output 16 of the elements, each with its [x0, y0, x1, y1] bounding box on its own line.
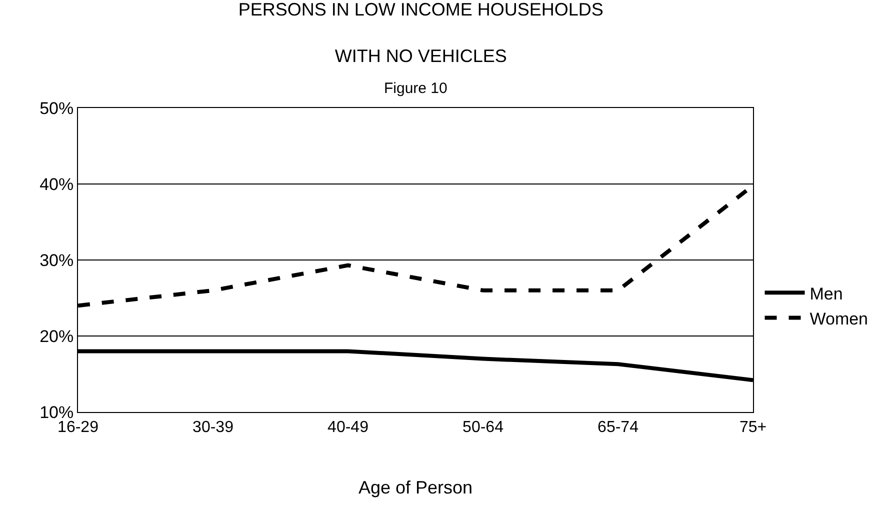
x-tick-label: 50-64	[462, 419, 504, 436]
chart-subtitle: Figure 10	[384, 80, 448, 97]
x-tick-label: 40-49	[328, 419, 369, 436]
x-tick-label: 30-39	[192, 419, 234, 436]
x-axis-title: Age of Person	[358, 477, 473, 498]
legend-label: Women	[810, 309, 868, 328]
x-tick-label: 16-29	[58, 419, 99, 436]
x-tick-label: 75+	[739, 419, 767, 436]
y-tick-label: 20%	[40, 326, 74, 346]
legend-label: Men	[810, 284, 843, 304]
y-tick-label: 50%	[40, 98, 74, 118]
y-tick-label: 10%	[40, 402, 74, 422]
chart-title: PERSONS IN LOW INCOME HOUSEHOLDS WITH NO VEHICLES	[238, 0, 604, 66]
y-tick-label: 40%	[40, 174, 74, 194]
x-tick-label: 65-74	[598, 419, 639, 436]
y-tick-label: 30%	[40, 250, 74, 270]
